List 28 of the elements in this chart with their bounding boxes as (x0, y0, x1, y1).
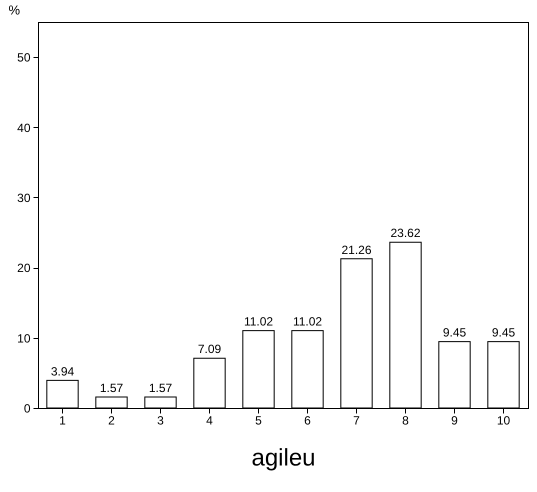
x-tick-label: 9 (451, 414, 458, 428)
x-axis-title: agileu (251, 444, 316, 472)
x-tick-label: 3 (157, 414, 164, 428)
x-tick-label: 1 (59, 414, 66, 428)
y-tick-label: 10 (17, 331, 31, 346)
x-tick-label: 5 (255, 414, 262, 428)
x-tick-label: 6 (304, 414, 312, 428)
data-label: 21.26 (341, 242, 372, 257)
data-label: 23.62 (390, 226, 421, 240)
x-tick-label: 2 (108, 414, 116, 428)
x-tick-label: 7 (353, 414, 360, 428)
y-tick-label: 30 (17, 190, 31, 205)
y-tick-label: 0 (24, 402, 31, 416)
data-label: 7.09 (198, 342, 222, 356)
data-label: 11.02 (244, 314, 274, 329)
x-tick-label: 8 (402, 414, 410, 428)
x-tick-label: 4 (206, 414, 214, 428)
data-label: 1.57 (100, 380, 124, 395)
y-tick-label: 50 (17, 50, 31, 65)
data-label: 9.45 (492, 326, 516, 340)
y-axis-title: % (8, 2, 20, 18)
data-label: 3.94 (50, 364, 74, 378)
y-tick-label: 40 (17, 120, 31, 135)
data-label: 9.45 (442, 326, 466, 340)
x-tick-label: 10 (496, 414, 510, 428)
data-label: 1.57 (148, 380, 172, 395)
y-tick-label: 20 (17, 261, 31, 276)
data-label: 11.02 (292, 314, 322, 329)
